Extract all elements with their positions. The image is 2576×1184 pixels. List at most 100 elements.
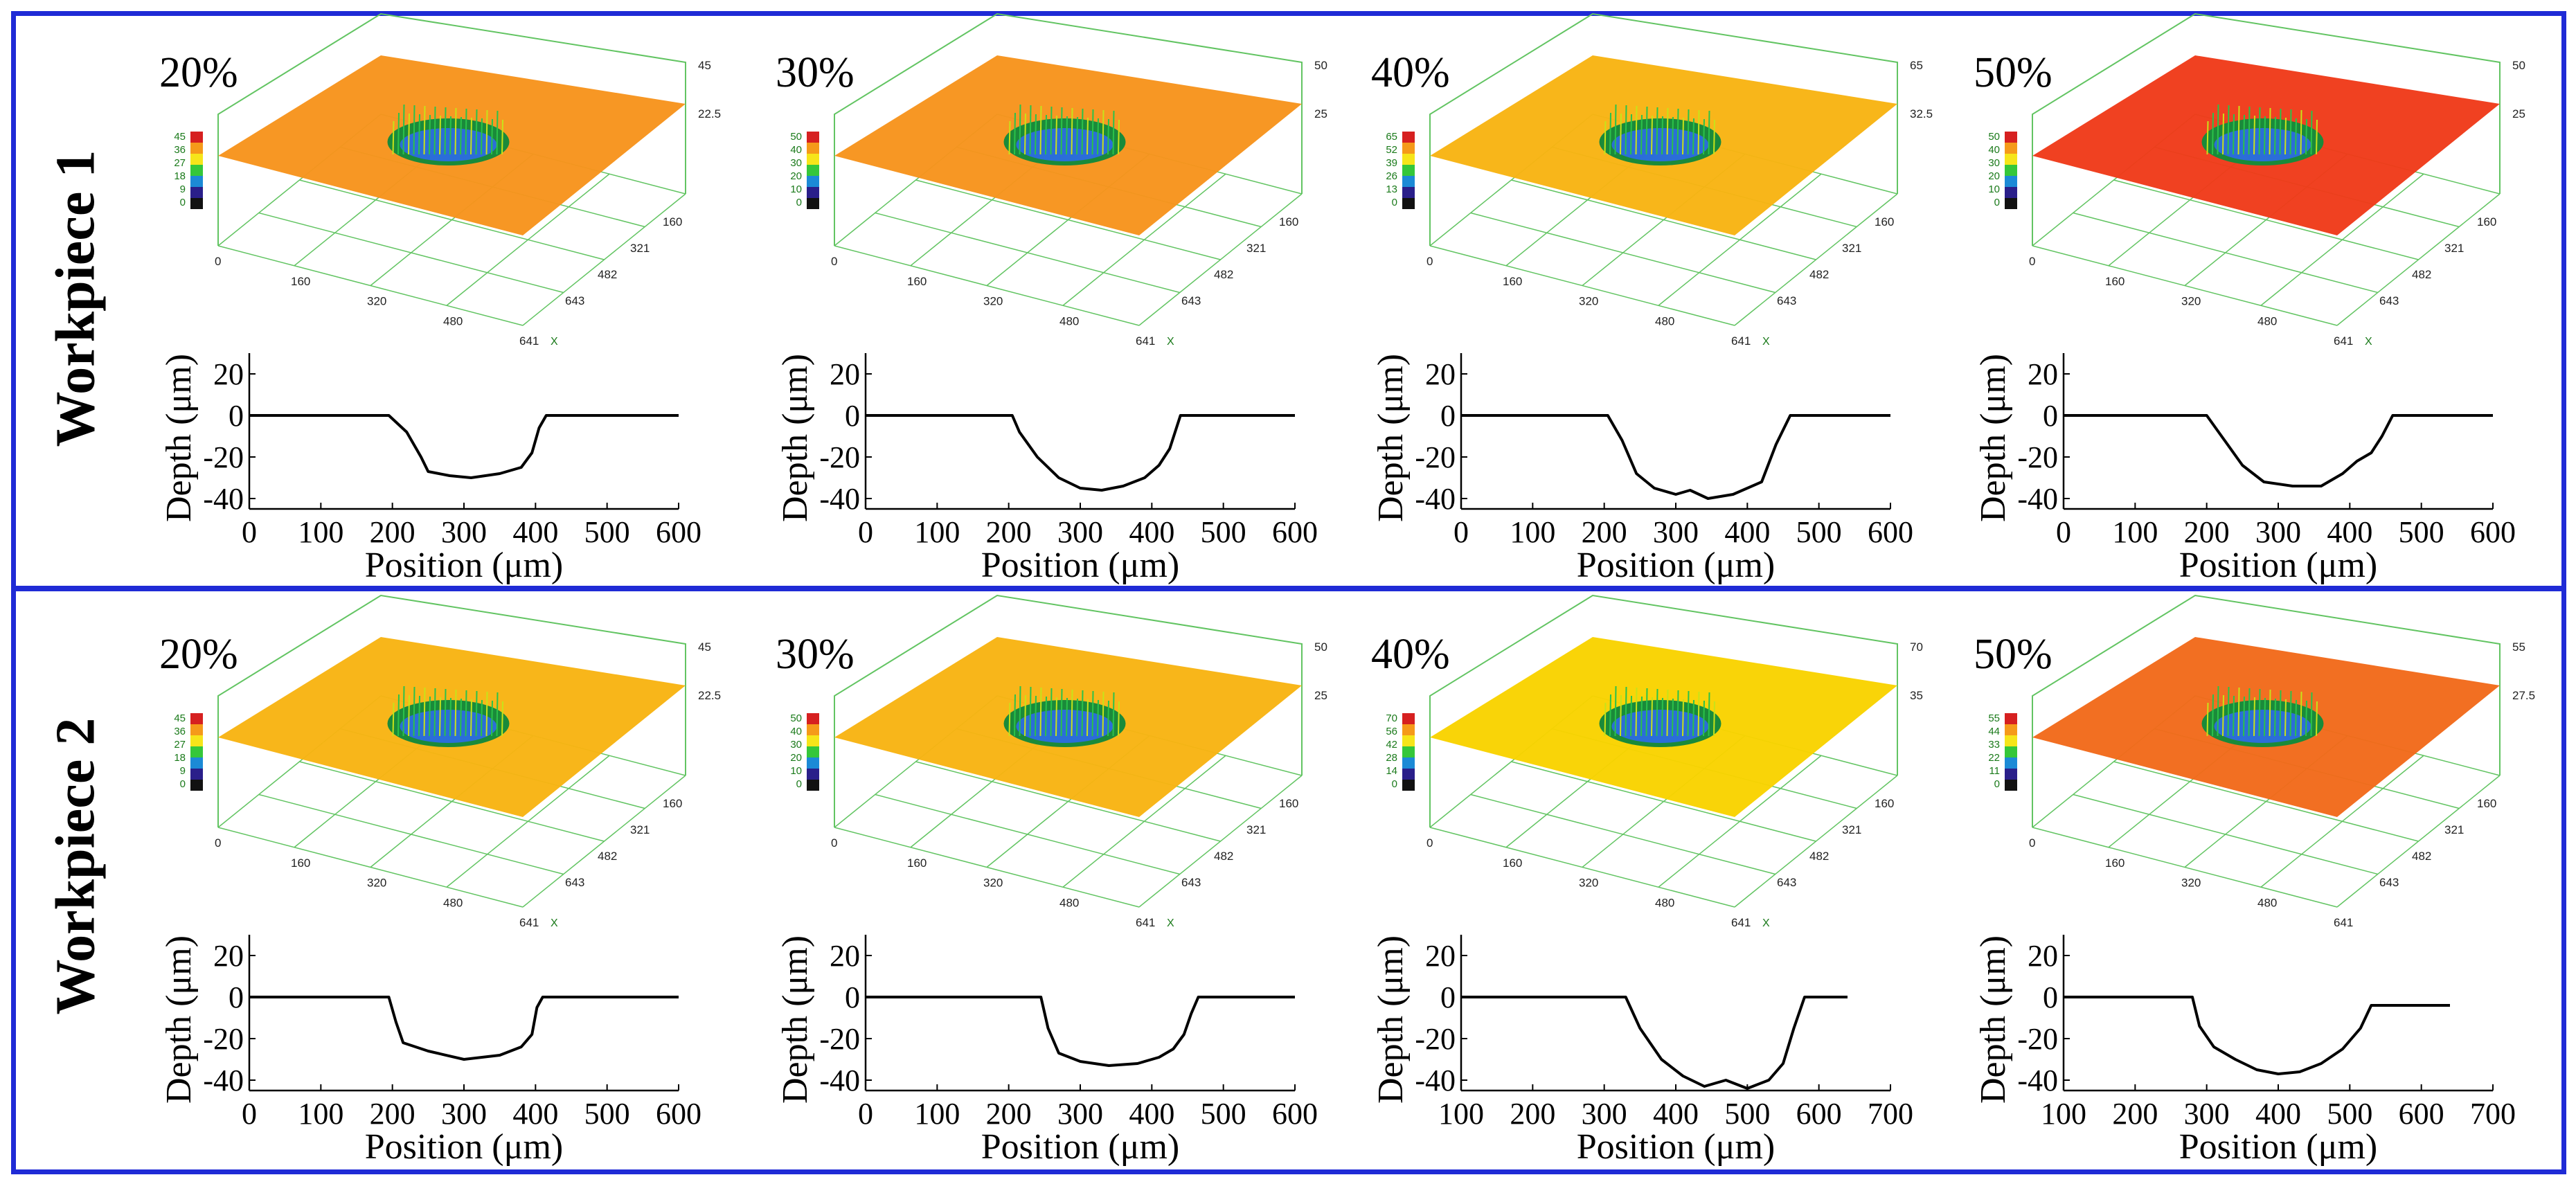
surface-3d-crater-spike [1672, 698, 1674, 737]
profile-xtick-label: 500 [584, 515, 630, 549]
surface-3d-colorbar-swatch [190, 713, 203, 724]
profile-xtick-label: 300 [441, 1097, 487, 1131]
surface-3d-axis-label: X [1167, 336, 1174, 348]
surface-3d-crater-spike [397, 112, 400, 155]
surface-3d-crater-spike [1635, 687, 1638, 737]
surface-3d-crater-spike [2305, 118, 2307, 155]
profile-depth-line [249, 414, 679, 479]
surface-3d-crater-spike [1625, 686, 1627, 737]
profile-xtick-label: 100 [2112, 515, 2158, 549]
surface-3d-crater-spike [2316, 701, 2318, 737]
surface-3d-ytick-label: 160 [663, 215, 682, 228]
profile-ytick-label: -40 [1415, 1064, 1456, 1097]
profile-ytick-label: 0 [845, 399, 860, 433]
surface-3d-crater-spike [1687, 109, 1690, 155]
surface-3d-colorbar-label: 55 [1988, 712, 2000, 724]
profile-xaxis-title: Position (μm) [2179, 1127, 2377, 1167]
surface-3d-colorbar-label: 18 [174, 170, 186, 182]
profile-ytick-label: -20 [819, 440, 860, 474]
surface-3d-colorbar-swatch [1402, 176, 1415, 187]
surface-3d-ytick-label: 321 [2444, 823, 2464, 836]
surface-3d-colorbar-label: 0 [796, 778, 802, 790]
surface-3d-crater-spike [1014, 694, 1016, 737]
surface-3d-colorbar-swatch [2005, 713, 2017, 724]
surface-3d-crater-spike [413, 105, 415, 155]
surface-3d-crater-spike [2227, 686, 2230, 737]
surface-3d-floor-gridline [1734, 775, 1898, 908]
surface-3d-floor-gridline [446, 755, 610, 888]
surface-3d-crater-spike [2284, 117, 2287, 155]
surface-3d-crater-spike [1692, 118, 1694, 155]
surface-3d-colorbar-label: 0 [1392, 197, 1397, 208]
surface-3d-colorbar-swatch [1402, 713, 1415, 724]
surface-3d-colorbar-swatch [1402, 165, 1415, 176]
surface-3d-floor-gridline [299, 761, 605, 842]
surface-3d-colorbar-label: 10 [790, 183, 802, 195]
surface-3d-xtick-label: 320 [2181, 295, 2201, 308]
profile-xaxis-title: Position (μm) [1577, 1127, 1775, 1167]
surface-3d-colorbar-label: 0 [180, 778, 186, 790]
surface-3d-crater-spike [392, 702, 395, 737]
surface-3d-colorbar-swatch [1402, 143, 1415, 154]
surface-3d-floor-gridline [2336, 775, 2501, 908]
surface-3d-crater-spike [1086, 699, 1089, 737]
surface-3d-crater-spike [1118, 119, 1120, 155]
profile-xtick-label: 500 [1201, 1097, 1246, 1131]
surface-3d-crater-spike [2264, 697, 2266, 737]
panel-title-label: 20% [159, 49, 238, 96]
surface-3d-colorbar-label: 10 [790, 765, 802, 777]
surface-3d-colorbar-swatch [190, 187, 203, 198]
surface-3d-crater-spike [1672, 116, 1674, 155]
surface-3d-colorbar-label: 13 [1386, 183, 1397, 195]
profile-xtick-label: 0 [242, 1097, 257, 1131]
panel-title-label: 30% [776, 49, 855, 96]
surface-3d-crater-spike [1625, 105, 1627, 155]
surface-3d-ytick-label: 643 [565, 876, 584, 889]
panel-title-label: 50% [1974, 631, 2052, 678]
profile-depth-line [1461, 414, 1890, 500]
surface-3d-crater-spike [1055, 697, 1057, 737]
surface-3d-colorbar-label: 42 [1386, 739, 1397, 751]
surface-3d-floor-gridline [1658, 173, 1822, 306]
surface-3d-colorbar-swatch [2005, 132, 2017, 143]
surface-3d-colorbar-label: 14 [1386, 765, 1397, 777]
surface-3d-xtick-label: 0 [2029, 255, 2035, 268]
surface-3d-xtick-label: 480 [443, 896, 463, 909]
profile-xtick-label: 600 [656, 1097, 701, 1131]
surface-3d-colorbar-swatch [1402, 154, 1415, 165]
profile-xtick-label: 0 [2056, 515, 2071, 549]
surface-3d-crater-spike [1676, 690, 1679, 737]
surface-3d-colorbar-swatch [1402, 132, 1415, 143]
surface-3d-colorbar-swatch [2005, 176, 2017, 187]
profile-ytick-label: -20 [1415, 440, 1456, 474]
surface-3d-crater-spike [1081, 108, 1084, 155]
surface-3d-ytick-label: 643 [1777, 294, 1796, 307]
surface-3d-crater-spike [1081, 690, 1084, 737]
surface-3d-floor-gridline [299, 179, 605, 260]
surface-3d-ytick-label: 160 [1875, 215, 1894, 228]
surface-3d-xtick-label: 641 [2334, 916, 2353, 929]
surface-3d-zaxis-label: 50 [1314, 59, 1327, 72]
panel-title-label: 20% [159, 631, 238, 678]
profile-xtick-label: 0 [858, 1097, 873, 1131]
surface-3d-crater-spike [496, 110, 499, 155]
surface-3d-colorbar-label: 0 [180, 197, 186, 208]
surface-3d-crater-spike [2233, 695, 2235, 737]
profile-xtick-label: 300 [1653, 515, 1699, 549]
surface-3d-crater-spike [465, 108, 467, 155]
surface-3d-xtick-label: 320 [1579, 877, 1598, 890]
surface-3d-xtick-label: 0 [831, 836, 837, 850]
surface-3d-xtick-label: 160 [291, 856, 310, 870]
surface-3d-colorbar-swatch [807, 198, 819, 209]
surface-3d-colorbar-swatch [2005, 724, 2017, 735]
profile-xaxis-title: Position (μm) [1577, 546, 1775, 585]
profile-ytick-label: 20 [1425, 939, 1456, 973]
panel-title-label: 40% [1371, 49, 1450, 96]
profile-xtick-label: 700 [1868, 1097, 1913, 1131]
surface-3d-ytick-label: 321 [1246, 823, 1266, 836]
surface-3d-crater-spike [1609, 694, 1611, 737]
surface-3d-xtick-label: 160 [907, 856, 927, 870]
surface-3d-colorbar-label: 45 [174, 712, 186, 724]
panel-title-label: 50% [1974, 49, 2052, 96]
surface-3d-ytick-label: 643 [1181, 294, 1201, 307]
